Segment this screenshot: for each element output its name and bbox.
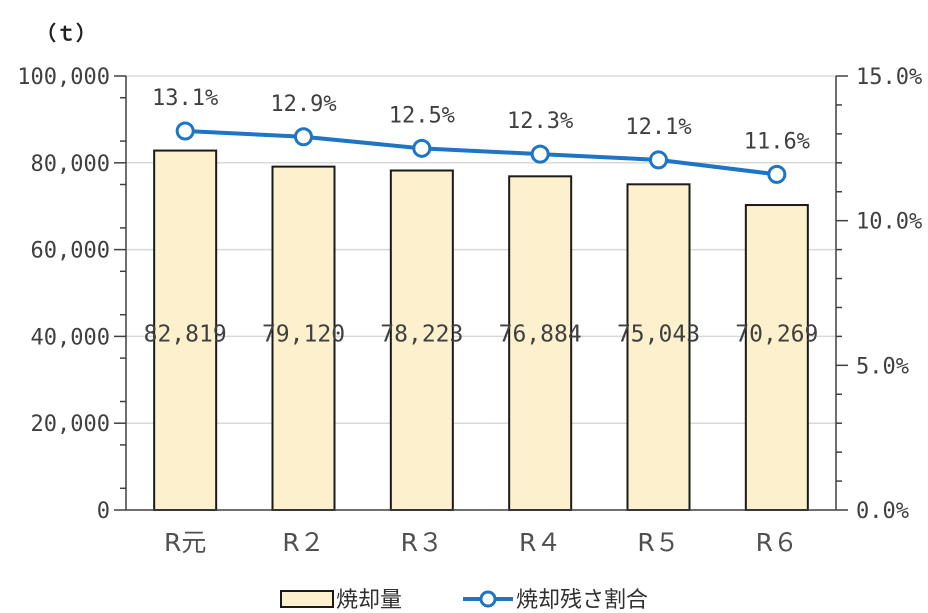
bar-value-label: 82,819 xyxy=(144,321,227,347)
legend-bar-swatch xyxy=(280,590,334,608)
bar xyxy=(626,183,691,511)
legend: 焼却量 焼却残さ割合 xyxy=(280,588,648,613)
left-axis-tick-label: 60,000 xyxy=(31,239,110,264)
legend-bar-label: 焼却量 xyxy=(336,588,402,613)
right-axis-tick-label: 10.0% xyxy=(856,210,922,235)
ratio-marker xyxy=(294,127,313,147)
bar xyxy=(744,204,809,512)
ratio-marker xyxy=(767,164,787,184)
ratio-marker xyxy=(175,121,195,141)
left-axis-tick-label: 20,000 xyxy=(31,412,110,437)
bar-value-label: 76,884 xyxy=(499,321,582,347)
x-axis-category-label: R６ xyxy=(756,528,798,557)
bar xyxy=(389,169,454,511)
x-axis-category-label: R元 xyxy=(164,528,206,557)
ratio-value-label: 12.1% xyxy=(625,115,691,140)
left-axis-unit-label: （ｔ） xyxy=(36,21,96,45)
bar-series xyxy=(153,149,809,512)
ratio-line xyxy=(185,128,778,177)
ratio-value-label: 12.5% xyxy=(389,103,455,128)
bar-value-label: 70,269 xyxy=(735,321,818,347)
x-axis-category-label: R４ xyxy=(519,528,561,557)
right-axis-tick-label: 15.0% xyxy=(856,65,922,90)
bar-value-label: 78,223 xyxy=(380,321,463,347)
right-axis-tick-label: 5.0% xyxy=(856,354,909,379)
left-axis-tick-label: 100,000 xyxy=(17,65,110,90)
gridlines xyxy=(126,75,836,424)
bar xyxy=(153,149,218,511)
legend-line-label: 焼却残さ割合 xyxy=(516,588,648,613)
x-axis-category-label: R２ xyxy=(282,528,324,557)
left-axis-tick-label: 80,000 xyxy=(31,152,110,177)
ratio-marker xyxy=(530,144,550,164)
left-axis-tick-label: 0 xyxy=(97,499,110,524)
line-series xyxy=(175,121,787,184)
left-axis-tick-label: 40,000 xyxy=(31,325,110,350)
ratio-marker xyxy=(649,150,668,170)
x-axis-category-label: R３ xyxy=(401,528,443,557)
bar-value-label: 75,043 xyxy=(617,321,700,347)
ratio-value-label: 12.9% xyxy=(270,92,336,117)
axes: 0 20,000 40,000 60,000 80,000 100,000 0.0% 5.0%… xyxy=(17,65,922,557)
bar xyxy=(508,175,573,512)
ratio-value-label: 12.3% xyxy=(507,109,573,134)
ratio-marker xyxy=(412,138,432,158)
ratio-value-label: 11.6% xyxy=(744,129,810,154)
legend-line-marker xyxy=(479,590,497,608)
x-axis-category-label: R５ xyxy=(637,528,679,557)
right-axis-tick-label: 0.0% xyxy=(856,499,909,524)
bar-value-label: 79,120 xyxy=(262,321,345,347)
ratio-value-label: 13.1% xyxy=(152,86,218,111)
data-labels: 82,819 79,120 78,223 76,884 75,043 70,269 13.1… xyxy=(144,86,819,347)
